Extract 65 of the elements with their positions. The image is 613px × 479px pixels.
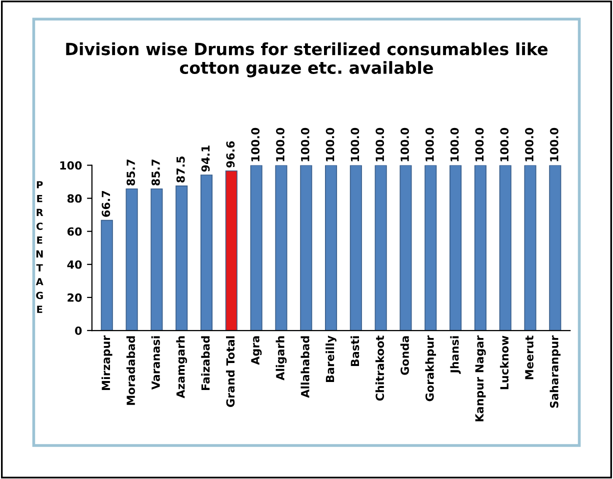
y-tick-label: 20 xyxy=(68,293,82,302)
data-label: 85.7 xyxy=(126,160,136,186)
bar xyxy=(474,165,486,331)
x-tick-label: Chitrakoot xyxy=(375,336,384,401)
chart-title: Division wise Drums for sterilized consumables like cotton gauze etc. available xyxy=(66,42,548,78)
bar xyxy=(424,165,437,331)
bar xyxy=(275,165,288,331)
x-tick-label: Aligarh xyxy=(276,336,287,380)
data-label: 94.1 xyxy=(201,146,210,172)
data-label: 100.0 xyxy=(350,128,360,162)
bar xyxy=(225,170,238,331)
bar xyxy=(549,165,562,331)
x-tick-label: Moradabad xyxy=(126,336,136,405)
data-label: 100.0 xyxy=(251,128,260,162)
x-tick-label: Gonda xyxy=(400,336,409,375)
x-tick-label: Grand Total xyxy=(226,336,235,408)
x-tick-label: Gorakhpur xyxy=(425,335,436,402)
x-tick-label: Allahabad xyxy=(300,336,310,398)
x-tick-label: Kanpur Nagar xyxy=(475,335,486,422)
x-tick-label: Meerut xyxy=(525,336,534,380)
bar xyxy=(150,188,163,331)
bar xyxy=(499,165,512,331)
bar xyxy=(350,165,362,331)
y-tick-label: 100 xyxy=(60,161,82,170)
bar xyxy=(524,165,536,331)
bar xyxy=(324,165,338,331)
bar xyxy=(100,220,113,331)
data-label: 87.5 xyxy=(176,156,185,182)
y-tick-label: 80 xyxy=(67,194,82,203)
data-label: 100.0 xyxy=(326,128,334,162)
x-tick-label: Agra xyxy=(251,336,262,365)
y-tick-label: 0 xyxy=(75,326,82,335)
data-label: 100.0 xyxy=(550,128,558,162)
data-label: 100.0 xyxy=(300,128,310,162)
data-label: 100.0 xyxy=(475,128,484,162)
bar xyxy=(374,165,387,331)
bar xyxy=(126,188,138,331)
text: PERCENTAGE xyxy=(36,181,44,313)
data-label: 100.0 xyxy=(525,128,534,162)
y-tick-label: 40 xyxy=(67,260,82,269)
x-tick-label: Faizabad xyxy=(201,336,210,390)
data-label: 100.0 xyxy=(400,128,409,162)
y-tick-label: 60 xyxy=(67,227,82,236)
bar xyxy=(176,185,188,331)
data-label: 100.0 xyxy=(376,128,384,162)
data-label: 100.0 xyxy=(425,128,434,162)
data-label: 85.7 xyxy=(152,160,160,186)
x-tick-label: Lucknow xyxy=(500,336,509,390)
x-tick-label: Basti xyxy=(350,336,360,366)
x-tick-label: Varanasi xyxy=(151,336,160,390)
data-label: 100.0 xyxy=(276,128,284,162)
x-tick-label: Mirzapur xyxy=(102,335,112,390)
bar xyxy=(300,165,312,331)
data-label: 66.7 xyxy=(102,190,110,217)
data-label: 100.0 xyxy=(450,128,459,162)
bar xyxy=(200,174,213,331)
bar xyxy=(400,165,412,331)
x-tick-label: Jhansi xyxy=(450,336,461,374)
x-tick-label: Saharanpur xyxy=(550,335,561,408)
data-label: 96.6 xyxy=(226,141,235,168)
x-tick-label: Azamgarh xyxy=(176,336,188,398)
data-label: 100.0 xyxy=(500,128,509,162)
x-tick-label: Bareilly xyxy=(326,336,336,382)
bar xyxy=(250,165,262,331)
bar xyxy=(450,165,462,331)
